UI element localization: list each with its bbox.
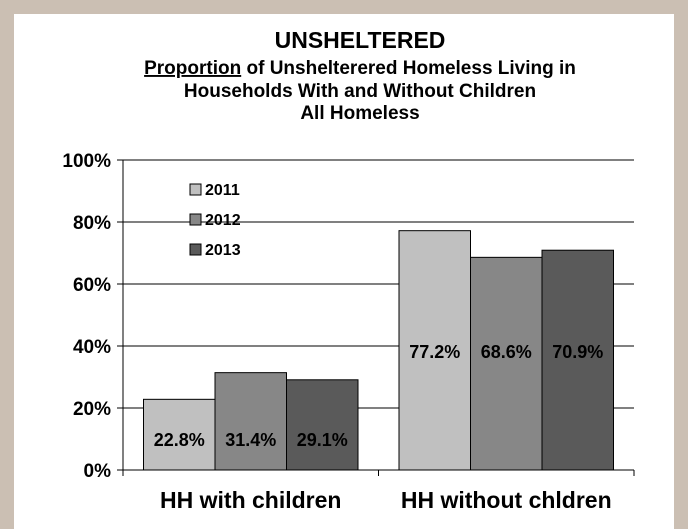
data-label: 31.4% <box>225 430 276 450</box>
data-label: 22.8% <box>154 430 205 450</box>
y-tick-label: 100% <box>62 151 111 172</box>
x-category-label: HH with children <box>160 487 341 513</box>
chart-subtitle-line1: Proportion of Unshelterered Homeless Liv… <box>144 58 576 79</box>
chart-subtitle-line3: All Homeless <box>300 103 419 124</box>
x-category-label: HH without chldren <box>401 487 612 513</box>
bar-2013-1 <box>541 249 614 471</box>
y-tick-label: 60% <box>73 275 111 296</box>
y-tick-label: 40% <box>73 337 111 358</box>
legend-swatch-2013 <box>189 243 202 256</box>
chart-title: UNSHELTERED <box>275 27 446 53</box>
bar-2011-1 <box>398 230 471 471</box>
bar-2011-0 <box>143 398 216 471</box>
data-label: 77.2% <box>409 342 460 362</box>
legend-label-2013: 2013 <box>205 242 241 259</box>
data-label: 70.9% <box>552 342 603 362</box>
chart-frame: UNSHELTERED Proportion of Unshelterered … <box>14 14 674 529</box>
legend: 2011 2012 2013 <box>189 182 241 259</box>
axes <box>122 160 635 476</box>
legend-label-2012: 2012 <box>205 212 241 229</box>
bar-2012-0 <box>214 372 287 471</box>
legend-label-2011: 2011 <box>205 182 240 199</box>
legend-swatch-2011 <box>189 183 202 196</box>
y-axis-ticks: 0% 20% 40% 60% 80% 100% <box>62 151 123 482</box>
data-label: 29.1% <box>297 430 348 450</box>
bars <box>143 230 614 471</box>
data-label: 68.6% <box>481 342 532 362</box>
legend-swatch-2012 <box>189 213 202 226</box>
y-tick-label: 0% <box>84 461 112 482</box>
y-tick-label: 80% <box>73 213 111 234</box>
chart-subtitle-line2: Households With and Without Children <box>184 81 536 102</box>
data-labels: 22.8% 31.4% 29.1% 77.2% 68.6% 70.9% <box>154 342 604 450</box>
bar-2012-1 <box>470 256 543 471</box>
bar-chart: UNSHELTERED Proportion of Unshelterered … <box>62 27 635 513</box>
x-axis-categories: HH with children HH without chldren <box>160 487 612 513</box>
subtitle-underlined: Proportion <box>144 58 241 79</box>
subtitle-rest: of Unshelterered Homeless Living in <box>241 58 576 79</box>
bar-2013-0 <box>286 379 359 471</box>
y-tick-label: 20% <box>73 399 111 420</box>
